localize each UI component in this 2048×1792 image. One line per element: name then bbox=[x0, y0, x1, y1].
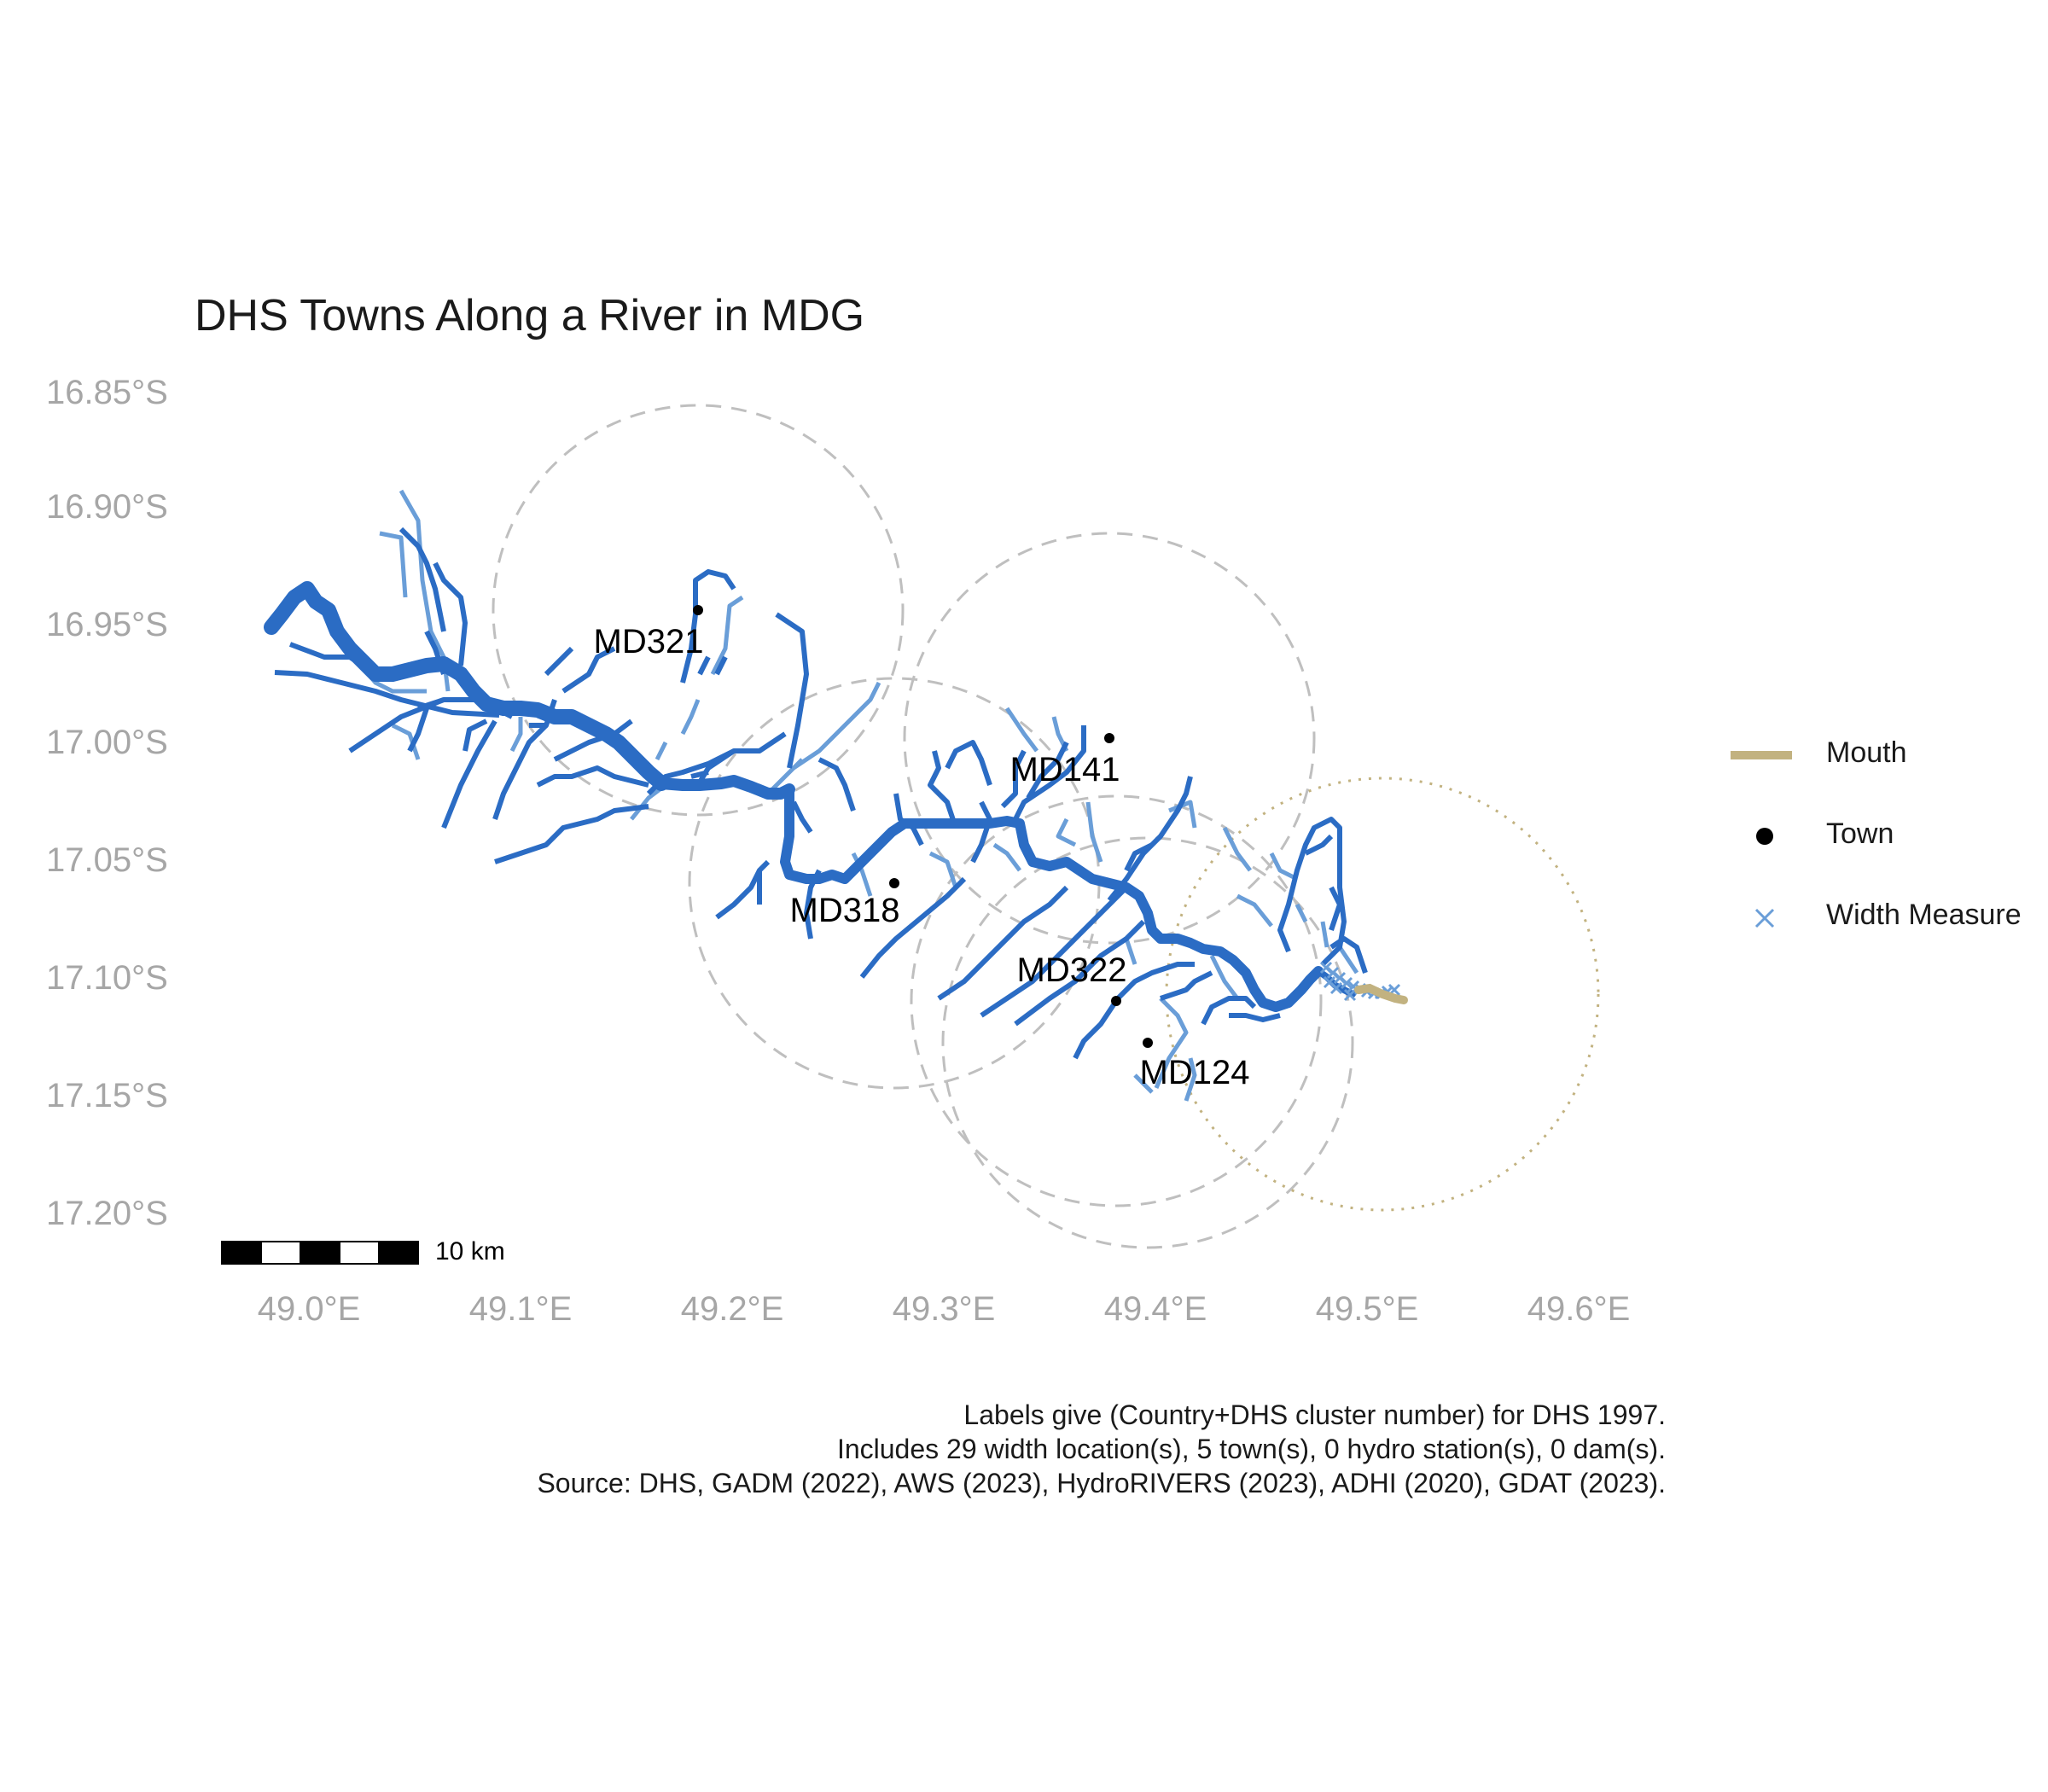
x-tick-label: 49.1°E bbox=[468, 1290, 573, 1328]
town-point-md124 bbox=[1143, 1038, 1153, 1048]
legend-label-mouth: Mouth bbox=[1826, 736, 1907, 769]
town-point-md318 bbox=[889, 878, 899, 888]
town-point-md322 bbox=[1111, 996, 1121, 1006]
town-label-md141: MD141 bbox=[1009, 751, 1120, 788]
y-tick-label: 17.10°S bbox=[46, 959, 168, 997]
x-tick-label: 49.6°E bbox=[1527, 1290, 1631, 1328]
buffer-md322 bbox=[910, 794, 1323, 1207]
town-label-md124: MD124 bbox=[1139, 1054, 1250, 1091]
y-tick-label: 16.85°S bbox=[46, 374, 168, 411]
legend-mouth-key bbox=[1731, 751, 1792, 759]
y-tick-label: 16.95°S bbox=[46, 606, 168, 643]
town-label-md322: MD322 bbox=[1016, 951, 1127, 989]
buffer-md141 bbox=[903, 532, 1316, 945]
x-tick-label: 49.0°E bbox=[257, 1290, 361, 1328]
caption-line-2: Includes 29 width location(s), 5 town(s)… bbox=[836, 1434, 1666, 1464]
buffer-md124 bbox=[941, 836, 1354, 1249]
buffer-md321 bbox=[492, 404, 905, 817]
river-streams bbox=[274, 527, 1368, 1060]
y-tick-label: 17.15°S bbox=[46, 1077, 168, 1114]
scale-bar bbox=[221, 1241, 419, 1265]
y-tick-label: 17.20°S bbox=[46, 1195, 168, 1232]
town-point-md321 bbox=[693, 605, 703, 615]
x-tick-label: 49.4°E bbox=[1103, 1290, 1207, 1328]
y-tick-label: 17.05°S bbox=[46, 841, 168, 879]
legend-label-town: Town bbox=[1826, 817, 1894, 850]
river-tributaries bbox=[352, 489, 1359, 1102]
river-mouth bbox=[1354, 983, 1408, 1004]
town-points bbox=[693, 605, 1153, 1048]
x-tick-label: 49.3°E bbox=[892, 1290, 996, 1328]
town-label-md318: MD318 bbox=[789, 892, 900, 929]
legend-label-width-measure: Width Measure bbox=[1826, 899, 2022, 931]
legend-town-key bbox=[1756, 828, 1773, 845]
scale-bar-label: 10 km bbox=[435, 1237, 505, 1265]
caption-line-3: Source: DHS, GADM (2022), AWS (2023), Hy… bbox=[537, 1468, 1666, 1498]
x-tick-label: 49.5°E bbox=[1315, 1290, 1419, 1328]
legend-item-town: Town bbox=[1724, 811, 2048, 862]
y-tick-label: 17.00°S bbox=[46, 724, 168, 761]
legend-item-width-measure: Width Measure bbox=[1724, 892, 2048, 943]
town-point-md141 bbox=[1104, 733, 1114, 743]
x-tick-label: 49.2°E bbox=[680, 1290, 784, 1328]
y-tick-label: 16.90°S bbox=[46, 488, 168, 526]
caption-line-1: Labels give (Country+DHS cluster number)… bbox=[963, 1399, 1666, 1430]
legend-item-mouth: Mouth bbox=[1724, 730, 2048, 781]
map-title: DHS Towns Along a River in MDG bbox=[195, 291, 865, 340]
town-label-md321: MD321 bbox=[593, 623, 704, 660]
legend-width-key bbox=[1754, 908, 1775, 928]
